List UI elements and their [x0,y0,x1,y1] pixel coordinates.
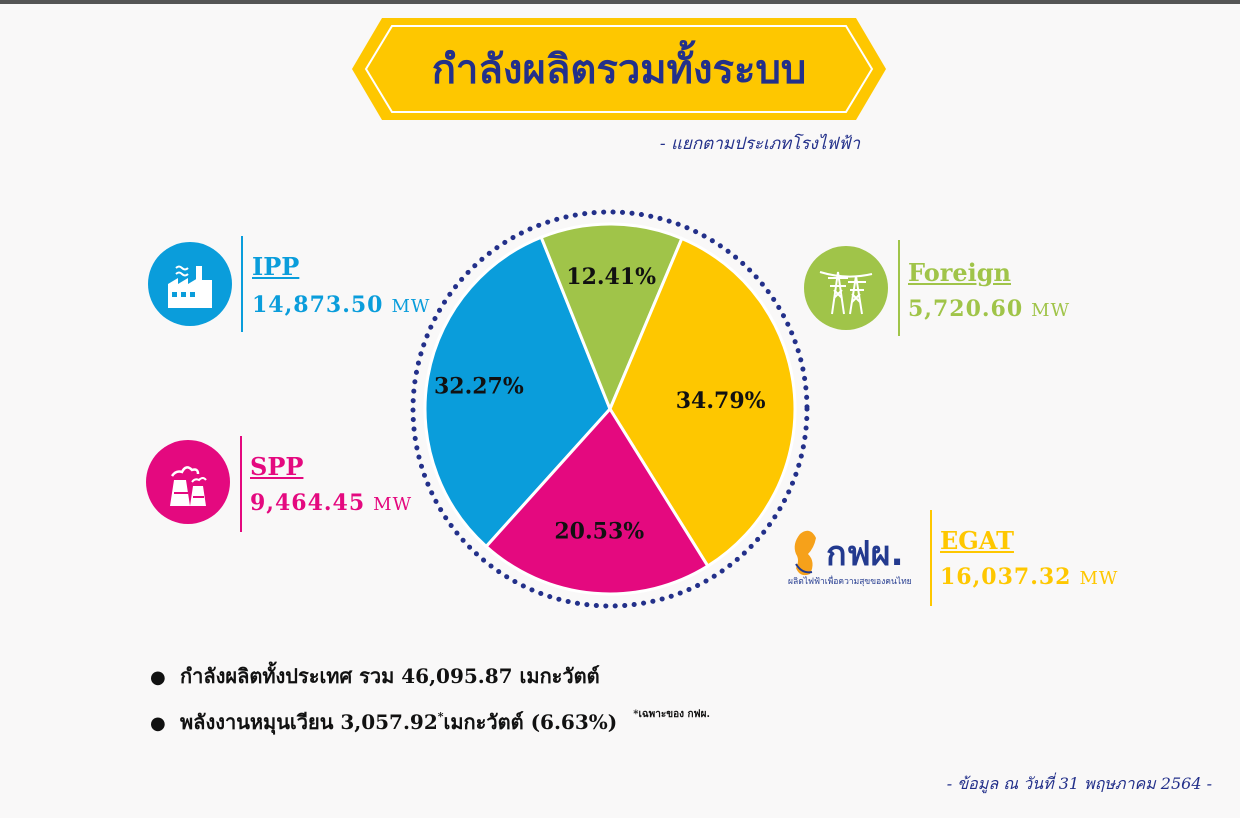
summary-bullets: ● กำลังผลิตทั้งประเทศ รวม 46,095.87 เมกะ… [150,660,710,752]
egat-unit: MW [1079,568,1119,589]
cooling-tower-icon [170,466,207,506]
pie-label-egat: 34.79% [676,388,766,414]
egat-logo-tagline: ผลิตไฟฟ้าเพื่อความสุขของคนไทย [788,577,912,587]
egat-divider [930,510,932,606]
bullet-renewable: ● พลังงานหมุนเวียน 3,057.92 * เมกะวัตต์ (… [150,706,710,738]
transmission-tower-icon [819,271,873,315]
pie-label-foreign: 12.41% [566,264,656,290]
bullet-dot-icon: ● [150,667,166,688]
page-title: กำลังผลิตรวมทั้งระบบ [431,47,807,93]
factory-icon [168,265,212,308]
spp-value: 9,464.45 [250,490,366,516]
ipp-value-row: 14,873.50 MW [252,292,430,318]
foreign-icon-circle [804,246,888,330]
spp-icon-circle [146,440,230,524]
foreign-value-row: 5,720.60 MW [908,296,1070,322]
top-border [0,0,1240,4]
spp-unit: MW [373,494,413,515]
spp-name: SPP [250,452,304,481]
data-date-footer: - ข้อมูล ณ วันที่ 31 พฤษภาคม 2564 - [946,774,1212,793]
ipp-name: IPP [252,252,300,281]
title-banner [352,18,886,120]
ipp-value: 14,873.50 [252,292,384,318]
egat-value-row: 16,037.32 MW [940,564,1118,590]
pie-slice-spp [484,406,710,596]
spp-value-row: 9,464.45 MW [250,490,412,516]
spp-divider [240,436,242,532]
bullet-total: ● กำลังผลิตทั้งประเทศ รวม 46,095.87 เมกะ… [150,660,710,692]
pie-label-spp: 20.53% [554,519,644,545]
foreign-value: 5,720.60 [908,296,1024,322]
foreign-unit: MW [1031,300,1071,321]
egat-name: EGAT [940,526,1014,555]
ipp-unit: MW [391,296,431,317]
pie-slice-egat [608,236,797,569]
egat-value: 16,037.32 [940,564,1072,590]
page-subtitle: - แยกตามประเภทโรงไฟฟ้า [659,134,860,154]
bullet-dot-icon: ● [150,713,166,734]
pie-slice-ipp [423,235,612,549]
bullet-renewable-text-a: พลังงานหมุนเวียน 3,057.92 [180,710,438,734]
foreign-name: Foreign [908,258,1011,287]
foreign-divider [898,240,900,336]
ipp-icon-circle [148,242,232,326]
pie-slice-foreign [539,222,684,413]
pie-dotted-ring [410,209,810,609]
bullet-renewable-asterisk: * [437,710,444,723]
egat-logo-text: กฟผ. [826,534,904,574]
renewable-footnote: *เฉพาะของ กฟผ. [633,709,710,720]
bullet-renewable-text-b: เมกะวัตต์ (6.63%) [443,710,618,734]
bullet-total-text: กำลังผลิตทั้งประเทศ รวม 46,095.87 เมกะวั… [180,664,600,688]
pie-label-ipp: 32.27% [434,374,524,400]
ipp-divider [241,236,243,332]
